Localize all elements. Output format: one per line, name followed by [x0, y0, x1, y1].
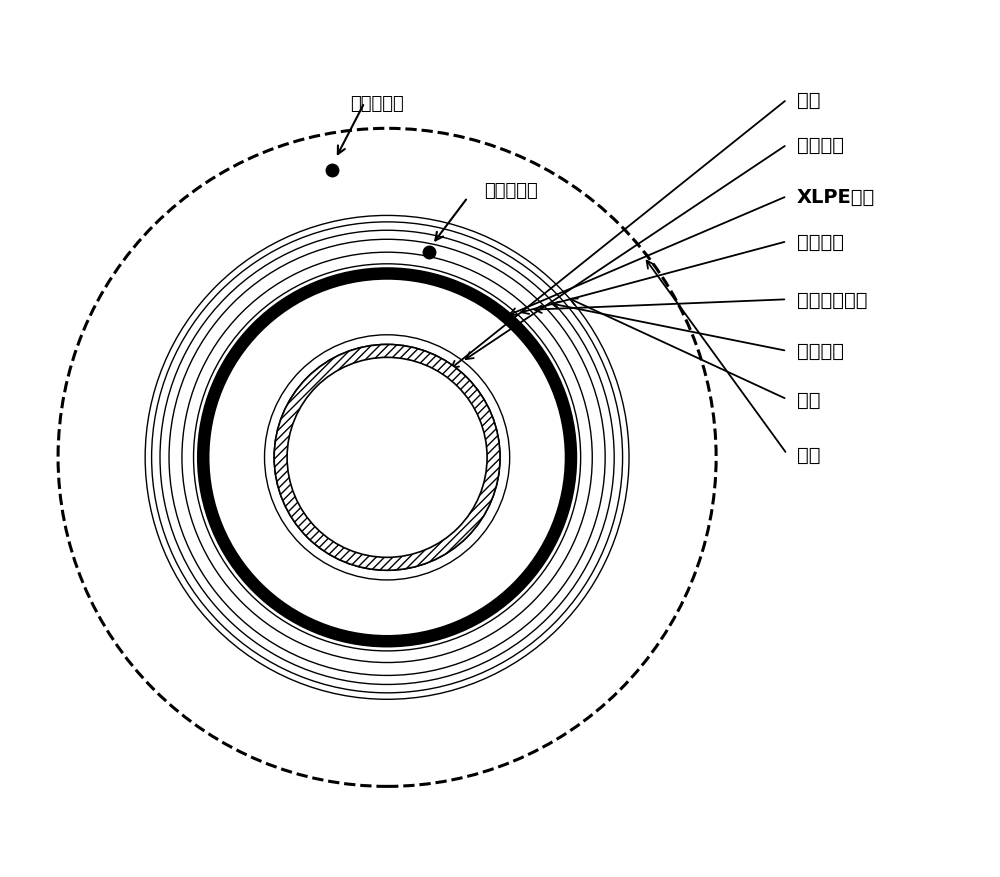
- Circle shape: [287, 358, 487, 558]
- Text: 导体屏蔽: 导体屏蔽: [797, 136, 844, 154]
- Text: 第二热电偶: 第二热电偶: [484, 182, 538, 200]
- Text: XLPE绶缘: XLPE绶缘: [797, 188, 875, 206]
- Text: 第一热电偶: 第一热电偶: [351, 95, 404, 113]
- Text: 绶缘屏蔽: 绶缘屏蔽: [797, 232, 844, 252]
- Circle shape: [274, 345, 500, 571]
- Text: 半导电膨胀带: 半导电膨胀带: [797, 290, 867, 310]
- Circle shape: [274, 345, 500, 571]
- Text: 环境: 环境: [797, 446, 820, 464]
- Text: 导体: 导体: [797, 90, 820, 110]
- Text: 皮纹吕套: 皮纹吕套: [797, 342, 844, 361]
- Text: 表皮: 表皮: [797, 390, 820, 410]
